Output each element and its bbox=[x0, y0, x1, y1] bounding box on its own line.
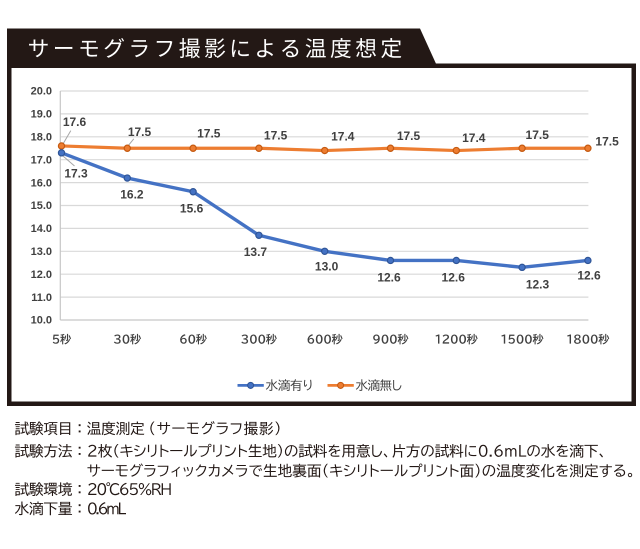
svg-text:18.0: 18.0 bbox=[31, 132, 52, 144]
svg-text:16.0: 16.0 bbox=[31, 177, 52, 189]
svg-text:17.5: 17.5 bbox=[264, 129, 288, 143]
svg-text:17.4: 17.4 bbox=[331, 130, 355, 144]
svg-text:17.5: 17.5 bbox=[595, 134, 619, 148]
svg-text:12.6: 12.6 bbox=[442, 271, 466, 285]
svg-text:20.0: 20.0 bbox=[31, 86, 52, 98]
svg-text:15.0: 15.0 bbox=[31, 200, 52, 212]
svg-text:17.5: 17.5 bbox=[526, 128, 550, 142]
svg-text:15.6: 15.6 bbox=[180, 202, 204, 216]
svg-text:17.4: 17.4 bbox=[462, 131, 486, 145]
svg-text:19.0: 19.0 bbox=[31, 109, 52, 121]
svg-text:17.3: 17.3 bbox=[64, 167, 88, 181]
svg-text:12.6: 12.6 bbox=[377, 271, 401, 285]
svg-text:17.5: 17.5 bbox=[197, 127, 221, 141]
svg-text:10.0: 10.0 bbox=[31, 315, 52, 327]
svg-text:12.0: 12.0 bbox=[31, 269, 52, 281]
svg-text:17.5: 17.5 bbox=[397, 129, 421, 143]
svg-text:12.3: 12.3 bbox=[526, 277, 550, 291]
svg-text:17.6: 17.6 bbox=[63, 115, 87, 129]
svg-text:13.0: 13.0 bbox=[31, 246, 52, 258]
svg-text:13.0: 13.0 bbox=[315, 260, 339, 274]
svg-text:12.6: 12.6 bbox=[577, 269, 601, 283]
svg-text:14.0: 14.0 bbox=[31, 223, 52, 235]
svg-text:17.0: 17.0 bbox=[31, 154, 52, 166]
svg-text:16.2: 16.2 bbox=[120, 188, 144, 202]
svg-text:11.0: 11.0 bbox=[31, 292, 52, 304]
svg-text:17.5: 17.5 bbox=[128, 125, 152, 139]
svg-text:13.7: 13.7 bbox=[244, 245, 268, 259]
